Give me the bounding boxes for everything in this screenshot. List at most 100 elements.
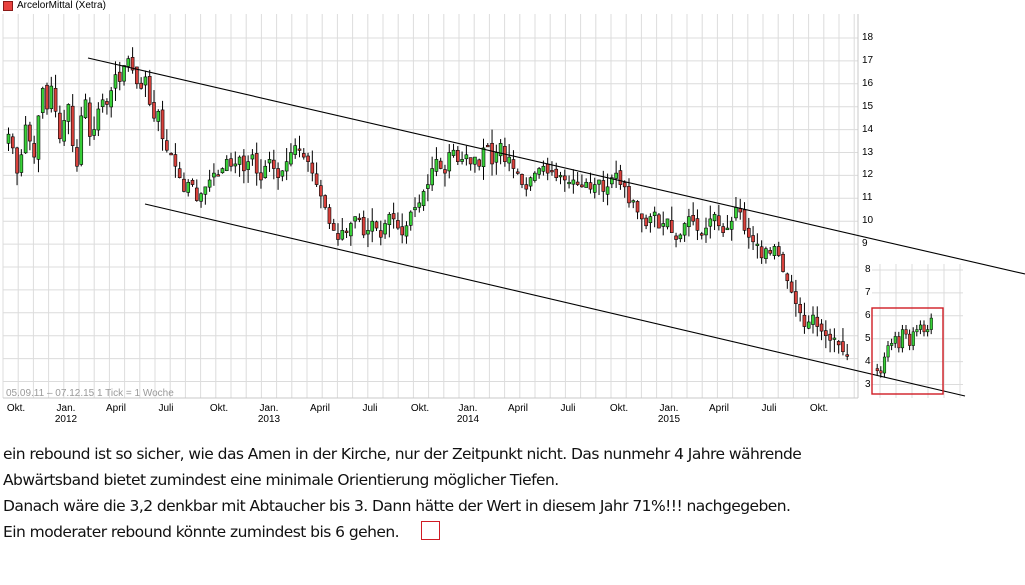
candlestick [224,155,229,172]
inset-y-tick-label: 3 [865,378,871,390]
candlestick [323,194,327,210]
y-tick-label: 12 [862,169,874,181]
y-tick-label: 16 [862,77,874,89]
candlestick [468,157,473,171]
candlestick [575,172,580,186]
candlestick [152,90,156,122]
candlestick [40,86,45,119]
candlestick [682,222,687,242]
candlestick [811,306,815,334]
candlestick [456,146,460,165]
candlestick [96,102,101,137]
candlestick [477,158,482,171]
candlestick [233,151,238,174]
candlestick [550,161,554,176]
chart-title-text: ArcelorMittal (Xetra) [17,0,106,11]
inset-y-tick-label: 4 [865,355,871,367]
candlestick [62,109,66,146]
y-tick-label: 17 [862,54,874,66]
candlestick [789,274,794,294]
candlestick [614,160,618,188]
candlestick [10,133,15,155]
candlestick [66,103,71,135]
candlestick [695,209,700,241]
candlestick [83,93,88,119]
candlestick [610,174,614,189]
x-tick-label: Okt. [209,403,229,414]
candlestick [15,146,19,186]
candlestick [28,121,32,151]
candlestick [297,135,302,158]
candlestick [383,219,387,239]
candlestick [631,199,636,209]
candlestick [229,152,233,172]
candlestick [776,241,781,257]
candlestick [699,231,704,240]
candlestick [182,172,186,193]
candlestick [520,173,524,189]
candlestick [160,100,165,151]
candlestick [494,144,499,175]
candlestick [588,172,593,194]
candlestick [498,139,503,165]
date-range-label: 05.09.11 – 07.12.15 1 Tick = 1 Woche [6,388,174,399]
candlestick [70,94,75,153]
candlestick [734,197,738,221]
candlestick [331,218,336,231]
candlestick [289,143,293,167]
candlestick [413,197,417,218]
candlestick [507,144,511,172]
candlestick [306,152,310,172]
candlestick [781,251,785,273]
candlestick [571,169,576,194]
candlestick [669,206,674,233]
candlestick [635,200,640,220]
candlestick [584,178,588,188]
candlestick [391,202,396,229]
candlestick [785,272,790,289]
candlestick [798,297,802,322]
candlestick [92,116,96,140]
candlestick [242,149,246,184]
candlestick [272,149,276,180]
candlestick [190,178,195,187]
candlestick [109,86,114,118]
candlestick [186,179,191,197]
candlestick [122,65,126,86]
candlestick [674,232,678,248]
candlestick [100,93,105,113]
candlestick [836,340,841,354]
candlestick [460,151,464,165]
candlestick [618,164,623,190]
candlestick [143,70,148,97]
candlestick [729,216,734,241]
candlestick [832,328,837,353]
candlestick [319,179,323,209]
x-tick-label: Okt. [609,403,629,414]
candlestick [687,208,691,237]
x-tick-label: Jan. 2015 [657,403,681,425]
candlestick [815,306,820,337]
candlestick [746,217,751,249]
candlestick [537,166,541,179]
candlestick [293,138,298,159]
candlestick [481,138,486,180]
candlestick [421,189,426,211]
candlestick [533,171,537,183]
y-tick-label: 10 [862,215,874,227]
red-square-marker-icon [421,521,441,540]
comment-text: ein rebound ist so sicher, wie das Amen … [3,441,802,545]
candlestick [58,105,62,144]
candlestick [400,213,404,244]
inset-y-tick-label: 6 [865,309,871,321]
candlestick [528,176,533,191]
candlestick [220,167,225,174]
candlestick [370,208,375,243]
candlestick [657,212,661,229]
candlestick [169,152,173,156]
candlestick [824,320,828,349]
candlestick [648,213,653,233]
candlestick [357,213,362,223]
candlestick [53,74,58,118]
candlestick [430,156,434,191]
